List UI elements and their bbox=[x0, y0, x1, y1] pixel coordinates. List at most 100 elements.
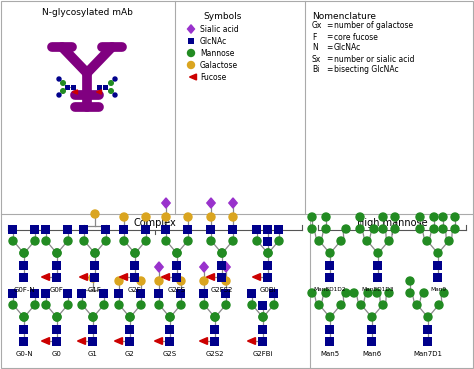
Circle shape bbox=[434, 249, 442, 257]
Circle shape bbox=[53, 313, 61, 321]
Bar bbox=[126, 324, 135, 334]
Circle shape bbox=[102, 237, 110, 245]
Text: Complex: Complex bbox=[134, 218, 176, 228]
Circle shape bbox=[368, 313, 376, 321]
Circle shape bbox=[155, 277, 163, 285]
Bar bbox=[142, 224, 151, 234]
Bar bbox=[42, 289, 51, 297]
Polygon shape bbox=[222, 262, 230, 272]
Circle shape bbox=[89, 313, 97, 321]
Text: number or sialic acid: number or sialic acid bbox=[334, 55, 414, 63]
Text: G2S: G2S bbox=[163, 351, 177, 357]
Circle shape bbox=[166, 313, 174, 321]
Bar bbox=[173, 261, 182, 269]
Circle shape bbox=[337, 301, 345, 309]
Text: number of galactose: number of galactose bbox=[334, 21, 413, 31]
Circle shape bbox=[435, 301, 443, 309]
Circle shape bbox=[423, 237, 431, 245]
Bar bbox=[326, 337, 335, 345]
Circle shape bbox=[78, 301, 86, 309]
Circle shape bbox=[200, 301, 208, 309]
Polygon shape bbox=[207, 273, 215, 280]
Text: =: = bbox=[326, 32, 332, 41]
Bar bbox=[72, 85, 76, 90]
Circle shape bbox=[229, 213, 237, 221]
Text: G0F: G0F bbox=[50, 287, 64, 293]
Text: G0-N: G0-N bbox=[15, 351, 33, 357]
Circle shape bbox=[211, 313, 219, 321]
Circle shape bbox=[364, 289, 372, 297]
Text: GlcNAc: GlcNAc bbox=[200, 37, 227, 45]
Polygon shape bbox=[97, 90, 101, 94]
Circle shape bbox=[308, 225, 316, 233]
Circle shape bbox=[420, 289, 428, 297]
Bar bbox=[434, 272, 443, 282]
Bar bbox=[130, 272, 139, 282]
Circle shape bbox=[259, 313, 267, 321]
Bar bbox=[264, 237, 273, 245]
Circle shape bbox=[322, 213, 330, 221]
Circle shape bbox=[326, 249, 334, 257]
Text: G2FBi: G2FBi bbox=[253, 351, 273, 357]
Bar bbox=[253, 224, 262, 234]
Circle shape bbox=[188, 49, 194, 56]
Bar bbox=[374, 261, 383, 269]
Circle shape bbox=[222, 301, 230, 309]
Bar bbox=[165, 324, 174, 334]
Bar bbox=[19, 261, 28, 269]
Text: Sx: Sx bbox=[312, 55, 321, 63]
Bar bbox=[19, 272, 28, 282]
Bar bbox=[162, 224, 171, 234]
Circle shape bbox=[120, 213, 128, 221]
Circle shape bbox=[177, 301, 185, 309]
Circle shape bbox=[222, 277, 230, 285]
Circle shape bbox=[229, 237, 237, 245]
Circle shape bbox=[218, 249, 226, 257]
Circle shape bbox=[109, 89, 113, 93]
Polygon shape bbox=[200, 262, 208, 272]
Circle shape bbox=[64, 237, 72, 245]
Circle shape bbox=[91, 249, 99, 257]
Circle shape bbox=[9, 301, 17, 309]
Bar bbox=[130, 261, 139, 269]
Circle shape bbox=[120, 237, 128, 245]
Bar bbox=[91, 261, 100, 269]
Bar bbox=[19, 337, 28, 345]
Circle shape bbox=[218, 249, 226, 257]
Circle shape bbox=[91, 249, 99, 257]
Bar bbox=[367, 337, 376, 345]
Circle shape bbox=[89, 313, 97, 321]
Circle shape bbox=[356, 213, 364, 221]
Polygon shape bbox=[162, 198, 170, 208]
Polygon shape bbox=[155, 262, 163, 272]
Circle shape bbox=[406, 277, 414, 285]
Circle shape bbox=[20, 249, 28, 257]
Circle shape bbox=[173, 249, 181, 257]
Polygon shape bbox=[190, 74, 197, 80]
Circle shape bbox=[373, 289, 381, 297]
Circle shape bbox=[308, 213, 316, 221]
Polygon shape bbox=[162, 273, 170, 280]
Circle shape bbox=[207, 237, 215, 245]
Circle shape bbox=[424, 313, 432, 321]
Circle shape bbox=[115, 301, 123, 309]
Bar bbox=[247, 289, 256, 297]
Circle shape bbox=[20, 249, 28, 257]
Circle shape bbox=[445, 237, 453, 245]
Text: G0F-N: G0F-N bbox=[13, 287, 35, 293]
Text: G1: G1 bbox=[88, 351, 98, 357]
Polygon shape bbox=[42, 273, 49, 280]
Circle shape bbox=[264, 249, 272, 257]
Circle shape bbox=[113, 77, 117, 81]
Text: Sialic acid: Sialic acid bbox=[200, 24, 239, 34]
Circle shape bbox=[248, 301, 256, 309]
Polygon shape bbox=[115, 338, 122, 344]
Text: Man9: Man9 bbox=[430, 287, 446, 292]
Circle shape bbox=[89, 274, 97, 282]
Circle shape bbox=[184, 213, 192, 221]
Circle shape bbox=[177, 277, 185, 285]
Text: Man7D1: Man7D1 bbox=[413, 351, 443, 357]
Circle shape bbox=[126, 313, 134, 321]
Circle shape bbox=[42, 301, 50, 309]
Bar bbox=[367, 324, 376, 334]
